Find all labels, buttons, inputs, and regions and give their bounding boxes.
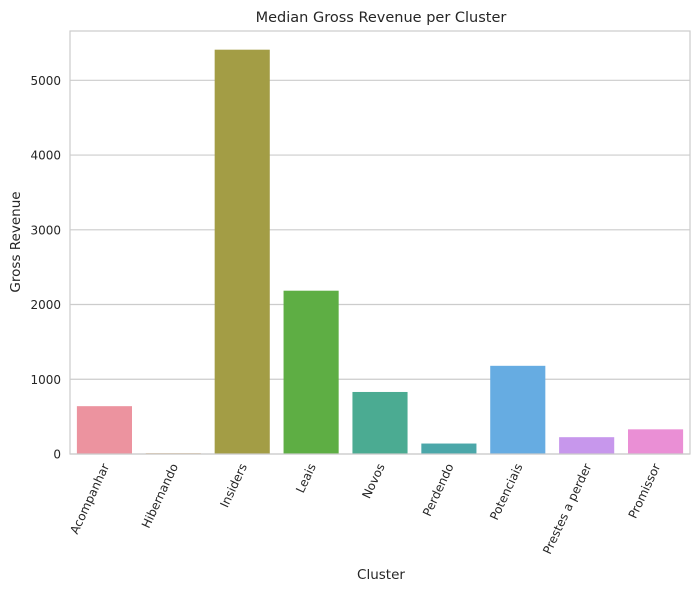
x-tick-labels: Acompanhar Hibernando Insiders Leais Novos Pe… <box>67 461 663 556</box>
y-tick-label: 2000 <box>30 298 61 312</box>
x-tick-label: Prestes a perder <box>540 461 594 556</box>
y-tick-labels: 0 1000 2000 3000 4000 5000 <box>30 74 61 462</box>
bar-perdendo <box>421 443 477 454</box>
bar-prestes-a-perder <box>559 437 615 454</box>
y-tick-label: 3000 <box>30 223 61 237</box>
bars <box>76 49 684 454</box>
y-tick-label: 5000 <box>30 74 61 88</box>
x-tick-label: Potenciais <box>487 461 525 522</box>
x-tick-label: Leais <box>293 461 319 495</box>
x-axis-label: Cluster <box>357 567 405 583</box>
bar-leais <box>283 290 339 454</box>
bar-acompanhar <box>76 406 132 454</box>
y-axis-label: Gross Revenue <box>8 191 24 292</box>
bar-promissor <box>628 429 684 454</box>
x-tick-label: Promissor <box>626 461 664 520</box>
y-tick-label: 4000 <box>30 149 61 163</box>
x-tick-label: Hibernando <box>139 461 181 530</box>
x-tick-label: Novos <box>359 461 387 500</box>
bar-insiders <box>214 49 270 454</box>
bar-novos <box>352 391 408 454</box>
bar-potenciais <box>490 365 546 454</box>
plot-frame <box>69 30 691 455</box>
x-tick-label: Perdendo <box>420 461 457 518</box>
x-tick-label: Insiders <box>217 461 250 509</box>
chart-title: Median Gross Revenue per Cluster <box>256 10 507 26</box>
x-tick-label: Acompanhar <box>67 461 112 536</box>
y-tick-label: 0 <box>53 448 61 462</box>
y-tick-label: 1000 <box>30 373 61 387</box>
